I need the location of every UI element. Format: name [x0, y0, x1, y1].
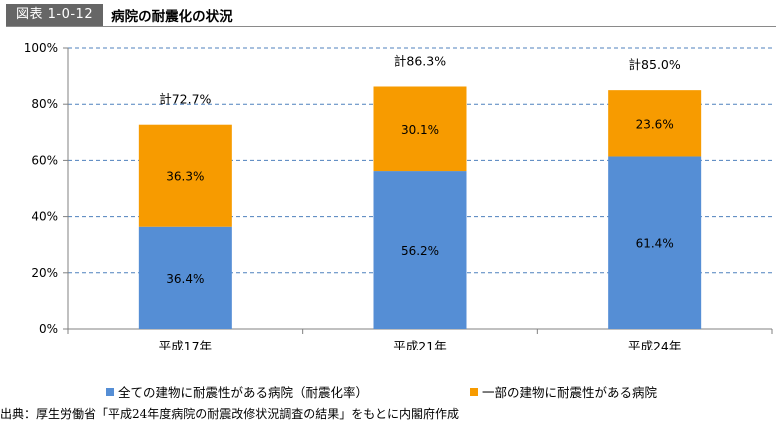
y-tick-label: 100% — [24, 41, 58, 55]
legend-swatch-full — [106, 387, 114, 396]
legend-label-full: 全ての建物に耐震性がある病院（耐震化率） — [118, 385, 369, 400]
bar-segment-full — [608, 156, 702, 329]
figure-header: 図表 1-0-12 病院の耐震化の状況 — [6, 3, 233, 27]
bar-segment-full — [138, 226, 232, 329]
header-rule — [6, 26, 776, 27]
x-tick-label: 平成17年 — [159, 339, 212, 350]
chart-title: 病院の耐震化の状況 — [111, 9, 233, 25]
x-tick-label: 平成24年 — [628, 339, 681, 350]
data-label-full: 61.4% — [636, 237, 674, 251]
total-label: 計85.0% — [629, 57, 681, 72]
bar-segment-partial — [373, 86, 467, 172]
y-tick-label: 40% — [31, 210, 58, 224]
bar-segment-partial — [608, 90, 702, 157]
y-tick-label: 20% — [31, 266, 58, 280]
legend-item-full: 全ての建物に耐震性がある病院（耐震化率） — [106, 382, 368, 401]
data-label-partial: 36.3% — [166, 170, 204, 184]
source-note: 出典：厚生労働省「平成24年度病院の耐震改修状況調査の結果」をもとに内閣府作成 — [0, 407, 460, 421]
data-label-full: 56.2% — [401, 244, 439, 258]
legend-label-partial: 一部の建物に耐震性がある病院 — [482, 385, 658, 400]
legend: 全ての建物に耐震性がある病院（耐震化率） 一部の建物に耐震性がある病院 — [0, 382, 780, 401]
data-label-partial: 30.1% — [401, 123, 439, 137]
y-tick-label: 80% — [31, 97, 58, 111]
stacked-bar-chart: 0% 20% 40% 60% 80% 100% 36.4% 36.3% 計72.7% 平成17年 5… — [24, 41, 773, 350]
data-label-partial: 23.6% — [636, 117, 674, 131]
y-tick-label: 0% — [39, 322, 58, 336]
y-tick-label: 60% — [31, 153, 58, 167]
figure-label: 図表 1-0-12 — [6, 4, 104, 26]
data-label-full: 36.4% — [166, 272, 204, 286]
total-label: 計72.7% — [159, 92, 211, 107]
total-label: 計86.3% — [394, 53, 446, 68]
bar-segment-partial — [138, 124, 232, 227]
bar-segment-full — [373, 171, 467, 329]
legend-item-partial: 一部の建物に耐震性がある病院 — [470, 382, 657, 401]
legend-swatch-partial — [470, 387, 478, 396]
x-tick-label: 平成21年 — [393, 339, 446, 350]
